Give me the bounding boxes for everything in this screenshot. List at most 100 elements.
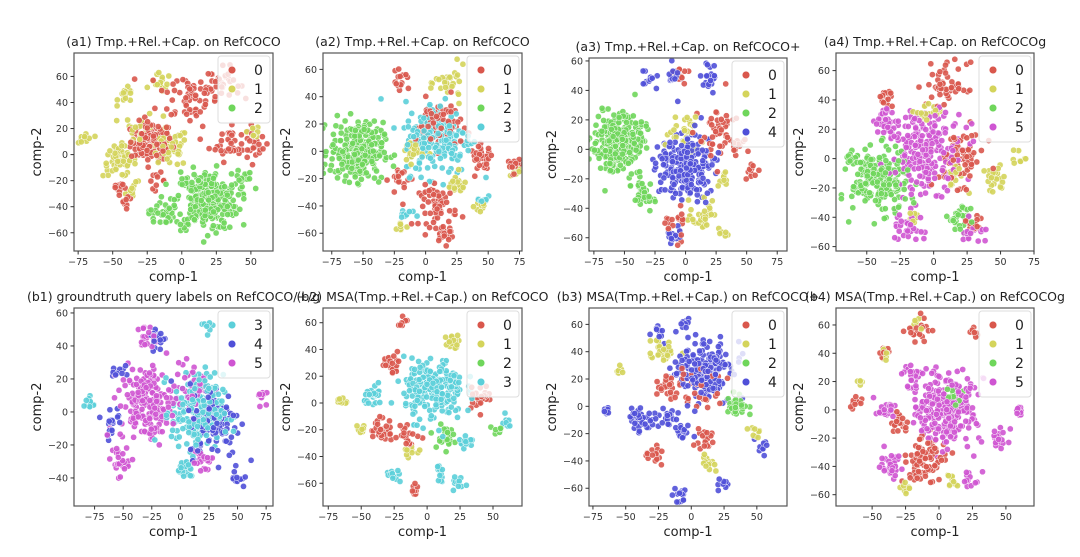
scatter-point-series-0 <box>184 111 190 117</box>
scatter-point-series-0 <box>888 90 894 96</box>
scatter-point-series-0 <box>370 433 376 439</box>
scatter-point-series-0 <box>427 225 433 231</box>
scatter-point-series-4 <box>206 406 212 412</box>
legend-label: 0 <box>768 68 777 84</box>
scatter-point-series-1 <box>997 184 1003 190</box>
panel-title: (a3) Tmp.+Rel.+Cap. on RefCOCO+ <box>576 39 801 54</box>
x-tick-label: 50 <box>245 257 257 268</box>
x-axis-label: comp-1 <box>398 270 447 285</box>
scatter-point-series-2 <box>327 167 333 173</box>
scatter-point-series-1 <box>413 142 419 148</box>
scatter-point-series-0 <box>202 101 208 107</box>
scatter-point-series-2 <box>882 170 888 176</box>
scatter-point-series-5 <box>917 215 923 221</box>
scatter-point-series-4 <box>240 483 246 489</box>
scatter-point-series-2 <box>342 118 348 124</box>
scatter-point-series-1 <box>454 56 460 62</box>
scatter-point-series-2 <box>647 181 653 187</box>
scatter-point-series-0 <box>447 228 453 234</box>
scatter-point-series-3 <box>405 142 411 148</box>
scatter-point-series-2 <box>334 175 340 181</box>
legend-marker <box>228 321 236 329</box>
scatter-point-series-2 <box>224 192 230 198</box>
scatter-point-series-2 <box>362 152 368 158</box>
scatter-point-series-5 <box>874 121 880 127</box>
legend-label: 1 <box>1015 82 1024 98</box>
scatter-point-series-5 <box>905 228 911 234</box>
y-axis-label: comp-2 <box>792 128 807 177</box>
scatter-point-series-0 <box>974 223 980 229</box>
scatter-point-series-0 <box>681 81 687 87</box>
scatter-point-series-2 <box>352 127 358 133</box>
legend-label: 3 <box>254 318 263 334</box>
y-tick-label: 0 <box>311 147 317 158</box>
scatter-point-series-4 <box>684 136 690 142</box>
scatter-point-series-1 <box>956 166 962 172</box>
x-axis-label: comp-1 <box>911 270 960 285</box>
scatter-point-series-2 <box>349 165 355 171</box>
scatter-point-series-5 <box>163 350 169 356</box>
y-axis-label: comp-2 <box>30 128 45 177</box>
scatter-point-series-5 <box>129 366 135 372</box>
scatter-point-series-2 <box>850 184 856 190</box>
scatter-point-series-2 <box>905 167 911 173</box>
scatter-point-series-2 <box>637 130 643 136</box>
scatter-point-series-5 <box>905 233 911 239</box>
scatter-point-series-0 <box>447 208 453 214</box>
scatter-point-series-4 <box>687 190 693 196</box>
y-tick-label: −60 <box>810 242 830 253</box>
scatter-point-series-3 <box>446 169 452 175</box>
scatter-point-series-3 <box>180 426 186 432</box>
scatter-point-series-2 <box>855 171 861 177</box>
scatter-point-series-0 <box>690 130 696 136</box>
scatter-point-series-1 <box>168 144 174 150</box>
scatter-point-series-5 <box>118 403 124 409</box>
scatter-point-series-3 <box>426 145 432 151</box>
scatter-point-series-3 <box>440 434 446 440</box>
scatter-point-series-5 <box>164 395 170 401</box>
scatter-point-series-0 <box>448 109 454 115</box>
scatter-point-series-0 <box>170 81 176 87</box>
scatter-point-series-1 <box>180 160 186 166</box>
y-tick-label: 40 <box>56 341 68 352</box>
scatter-point-series-0 <box>436 237 442 243</box>
scatter-point-series-0 <box>136 117 142 123</box>
scatter-point-series-2 <box>229 182 235 188</box>
y-tick-label: 0 <box>577 145 583 156</box>
y-tick-label: −40 <box>297 452 317 463</box>
scatter-point-series-2 <box>616 114 622 120</box>
x-tick-label: 25 <box>451 257 463 268</box>
scatter-point-series-2 <box>177 211 183 217</box>
scatter-point-series-2 <box>340 149 346 155</box>
scatter-point-series-2 <box>625 160 631 166</box>
scatter-point-series-0 <box>714 169 720 175</box>
scatter-point-series-0 <box>139 131 145 137</box>
scatter-point-series-4 <box>662 187 668 193</box>
scatter-point-series-0 <box>168 112 174 118</box>
scatter-point-series-5 <box>120 451 126 457</box>
scatter-point-series-0 <box>937 81 943 87</box>
scatter-point-series-4 <box>660 405 666 411</box>
scatter-point-series-3 <box>395 468 401 474</box>
x-tick-label: −75 <box>584 257 604 268</box>
scatter-point-series-4 <box>661 175 667 181</box>
scatter-point-series-0 <box>743 176 749 182</box>
x-tick-label: 50 <box>482 257 494 268</box>
scatter-point-series-2 <box>221 220 227 226</box>
scatter-point-series-0 <box>159 87 165 93</box>
scatter-point-series-4 <box>700 158 706 164</box>
scatter-point-series-3 <box>406 388 412 394</box>
scatter-point-series-0 <box>389 360 395 366</box>
scatter-point-series-0 <box>153 182 159 188</box>
scatter-point-series-5 <box>969 121 975 127</box>
scatter-point-series-2 <box>205 189 211 195</box>
scatter-point-series-0 <box>244 154 250 160</box>
scatter-point-series-3 <box>448 384 454 390</box>
scatter-point-series-2 <box>498 425 504 431</box>
x-tick-label: 25 <box>961 257 973 268</box>
scatter-point-series-0 <box>150 77 156 83</box>
scatter-point-series-1 <box>250 125 256 131</box>
